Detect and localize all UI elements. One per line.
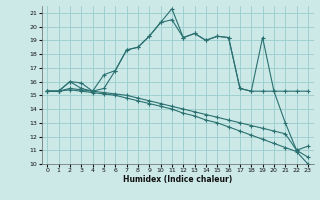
X-axis label: Humidex (Indice chaleur): Humidex (Indice chaleur) [123, 175, 232, 184]
